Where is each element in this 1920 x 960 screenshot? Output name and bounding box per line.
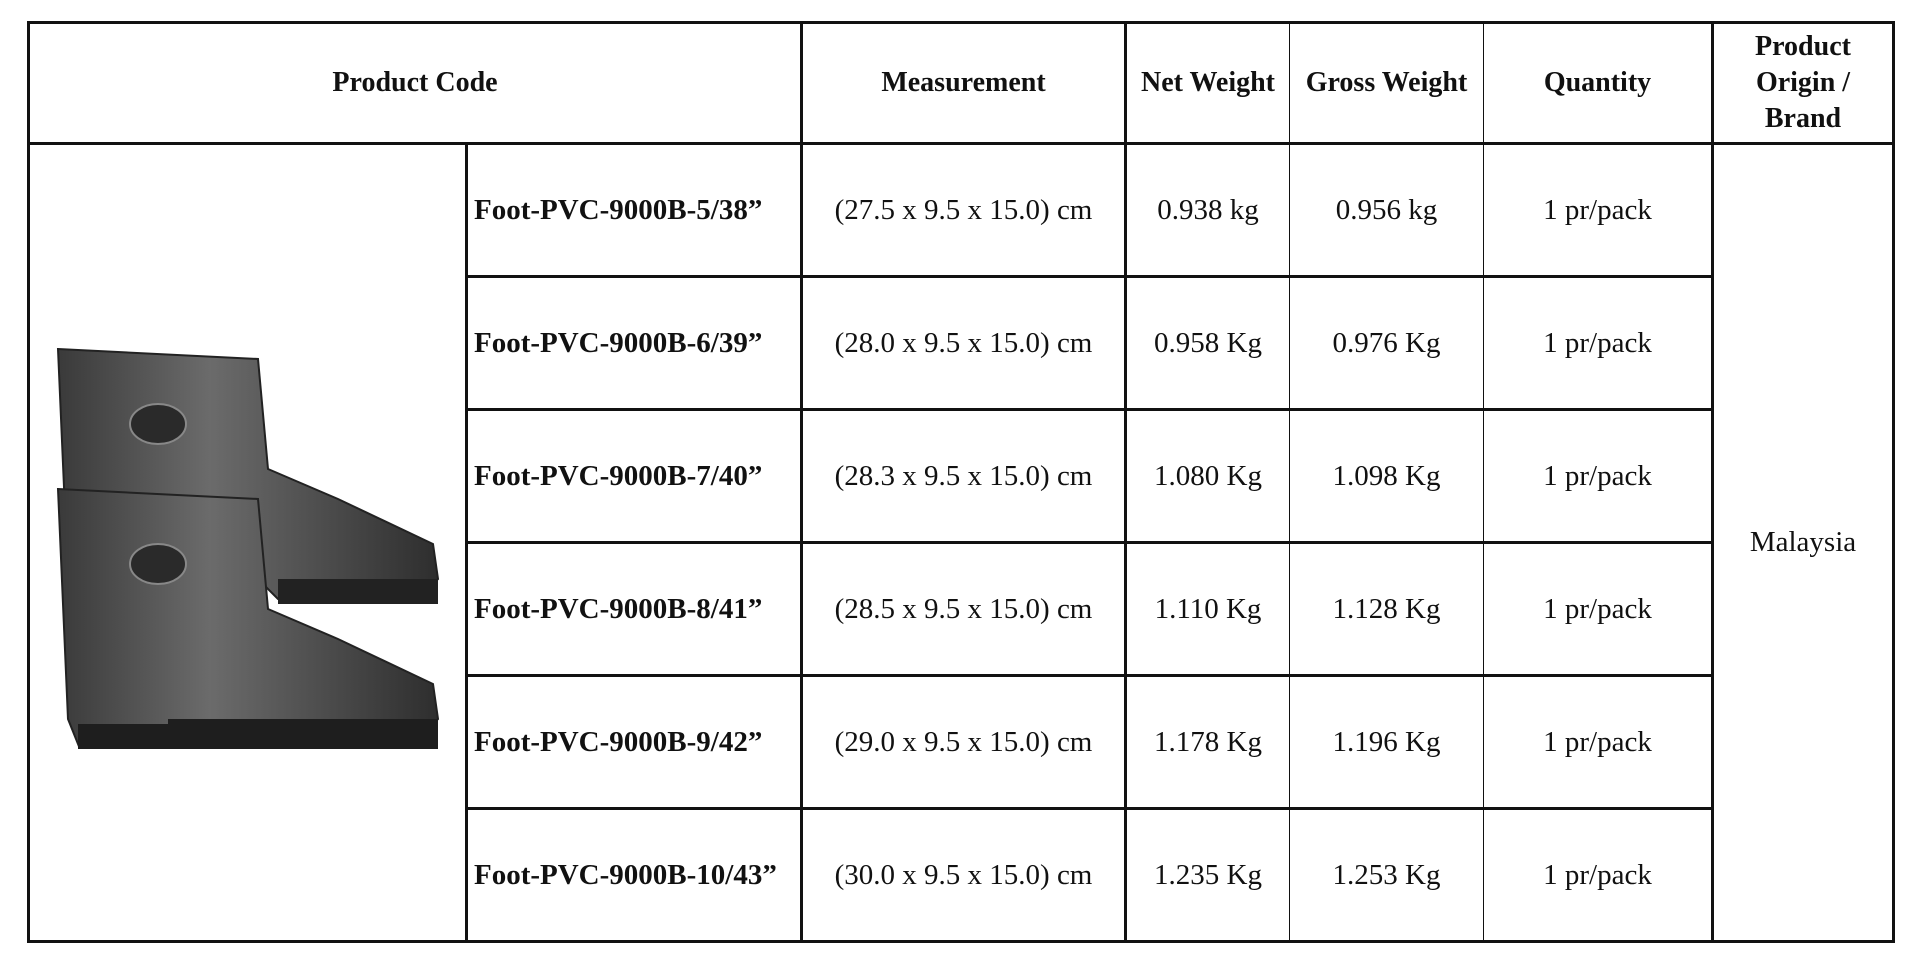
table-row: Foot-PVC-9000B-7/40” (28.3 x 9.5 x 15.0) …	[29, 408, 1894, 544]
table-cell: 1 pr/pack	[1483, 275, 1714, 411]
table-cell: 1.196 Kg	[1289, 674, 1484, 810]
table-cell: 1 pr/pack	[1483, 807, 1714, 943]
table-cell: 0.958 Kg	[1124, 275, 1290, 411]
product-code: Foot-PVC-9000B-8/41”	[465, 541, 803, 677]
table-cell: 1.080 Kg	[1124, 408, 1290, 544]
table-cell: (28.5 x 9.5 x 15.0) cm	[800, 541, 1127, 677]
table-row: Foot-PVC-9000B-5/38” (27.5 x 9.5 x 15.0) …	[27, 142, 1895, 943]
table-cell: (28.0 x 9.5 x 15.0) cm	[800, 275, 1127, 411]
table-cell: 1.253 Kg	[1289, 807, 1484, 943]
table-cell: 1 pr/pack	[1483, 408, 1714, 544]
table-cell: 1 pr/pack	[1483, 541, 1714, 677]
header-cell: Gross Weight	[1289, 21, 1484, 145]
table-row: Foot-PVC-9000B-6/39” (28.0 x 9.5 x 15.0) …	[29, 275, 1894, 411]
table-cell: 1.235 Kg	[1124, 807, 1290, 943]
table-cell: 1.098 Kg	[1289, 408, 1484, 544]
table-cell: 1 pr/pack	[1483, 142, 1714, 278]
table-cell: (29.0 x 9.5 x 15.0) cm	[800, 674, 1127, 810]
product-code: Foot-PVC-9000B-6/39”	[465, 275, 803, 411]
table-cell: 0.956 kg	[1289, 142, 1484, 278]
table-cell: (27.5 x 9.5 x 15.0) cm	[800, 142, 1127, 278]
header-cell: Measurement	[800, 21, 1127, 145]
table-cell: 1.128 Kg	[1289, 541, 1484, 677]
image-cell	[27, 142, 468, 943]
table-cell: (30.0 x 9.5 x 15.0) cm	[800, 807, 1127, 943]
product-code: Foot-PVC-9000B-5/38”	[465, 142, 803, 278]
table-body: Foot-PVC-9000B-5/38” (27.5 x 9.5 x 15.0) …	[27, 142, 1895, 943]
table-row: Foot-PVC-9000B-9/42” (29.0 x 9.5 x 15.0) …	[29, 674, 1894, 810]
table-cell: 1.178 Kg	[1124, 674, 1290, 810]
header-cell: Product Code	[27, 21, 803, 145]
table-row: Foot-PVC-9000B-10/43” (30.0 x 9.5 x 15.0)…	[29, 807, 1894, 943]
header-cell: Quantity	[1483, 21, 1714, 145]
table-cell: 0.938 kg	[1124, 142, 1290, 278]
table-cell: 1 pr/pack	[1483, 674, 1714, 810]
product-table: Product Code Measurement Net Weight Gros…	[27, 21, 1895, 943]
table-row: Foot-PVC-9000B-8/41” (28.5 x 9.5 x 15.0) …	[29, 541, 1894, 677]
origin-cell: Malaysia	[1711, 142, 1895, 943]
table-cell: 0.976 Kg	[1289, 275, 1484, 411]
product-code: Foot-PVC-9000B-10/43”	[465, 807, 803, 943]
table-cell: (28.3 x 9.5 x 15.0) cm	[800, 408, 1127, 544]
boots-image	[56, 347, 439, 770]
header-cell: Product Origin / Brand	[1711, 21, 1895, 145]
table-cell: 1.110 Kg	[1124, 541, 1290, 677]
header-row: Product Code Measurement Net Weight Gros…	[27, 21, 1895, 145]
header-cell: Net Weight	[1124, 21, 1290, 145]
product-code: Foot-PVC-9000B-7/40”	[465, 408, 803, 544]
product-code: Foot-PVC-9000B-9/42”	[465, 674, 803, 810]
